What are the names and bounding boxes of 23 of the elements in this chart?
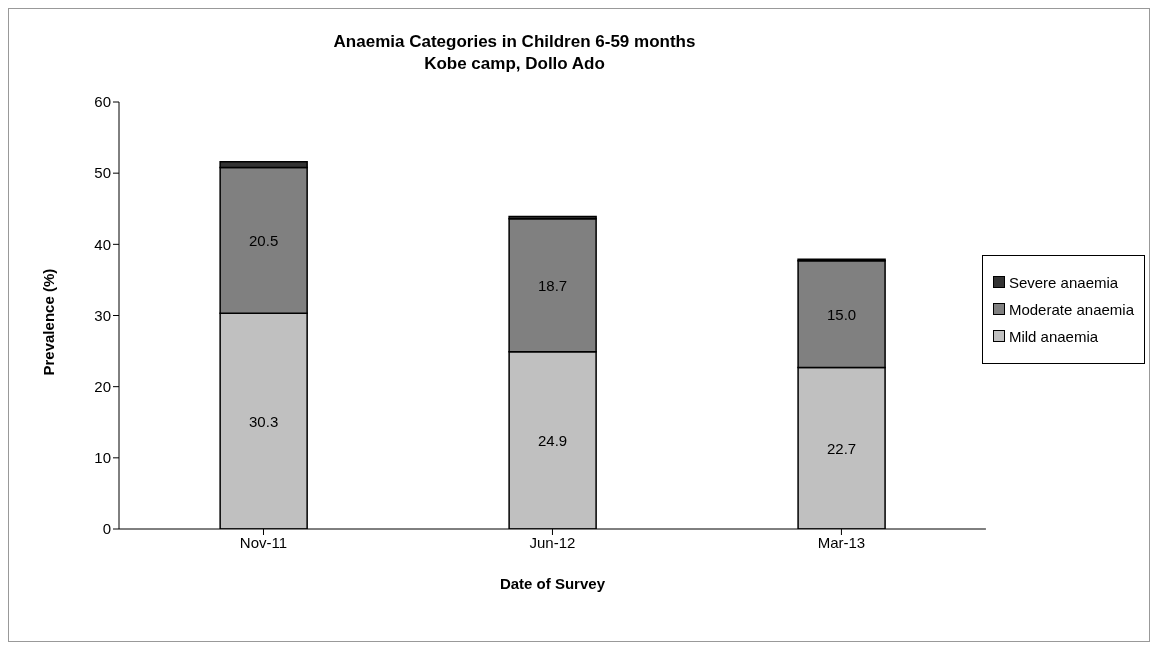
x-axis-title: Date of Survey (499, 575, 606, 592)
x-tick-label: Jun-12 (529, 533, 576, 551)
y-tick-label: 0 (102, 520, 111, 538)
chart-title: Anaemia Categories in Children 6-59 months (332, 31, 697, 53)
data-label: 20.5 (249, 231, 279, 249)
data-label: 22.7 (826, 439, 857, 457)
data-label: 30.3 (249, 412, 279, 430)
legend-label: Moderate anaemia (1008, 300, 1134, 318)
data-label: 24.9 (538, 431, 568, 449)
y-tick-label: 10 (94, 449, 111, 467)
y-tick-label: 20 (94, 377, 111, 395)
data-label: 15.0 (826, 305, 857, 323)
y-tick-label: 60 (94, 93, 111, 111)
x-tick-label: Nov-11 (239, 533, 288, 551)
y-tick-label: 40 (94, 235, 111, 253)
chart-subtitle: Kobe camp, Dollo Ado (423, 53, 606, 75)
y-tick-label: 50 (94, 164, 111, 182)
legend-label: Severe anaemia (1008, 273, 1119, 291)
data-label: 18.7 (538, 276, 568, 294)
legend-label: Mild anaemia (1008, 327, 1099, 345)
y-tick-label: 30 (94, 306, 111, 324)
x-tick-label: Mar-13 (817, 533, 866, 551)
y-axis-title: Prevalence (%) (40, 268, 58, 376)
